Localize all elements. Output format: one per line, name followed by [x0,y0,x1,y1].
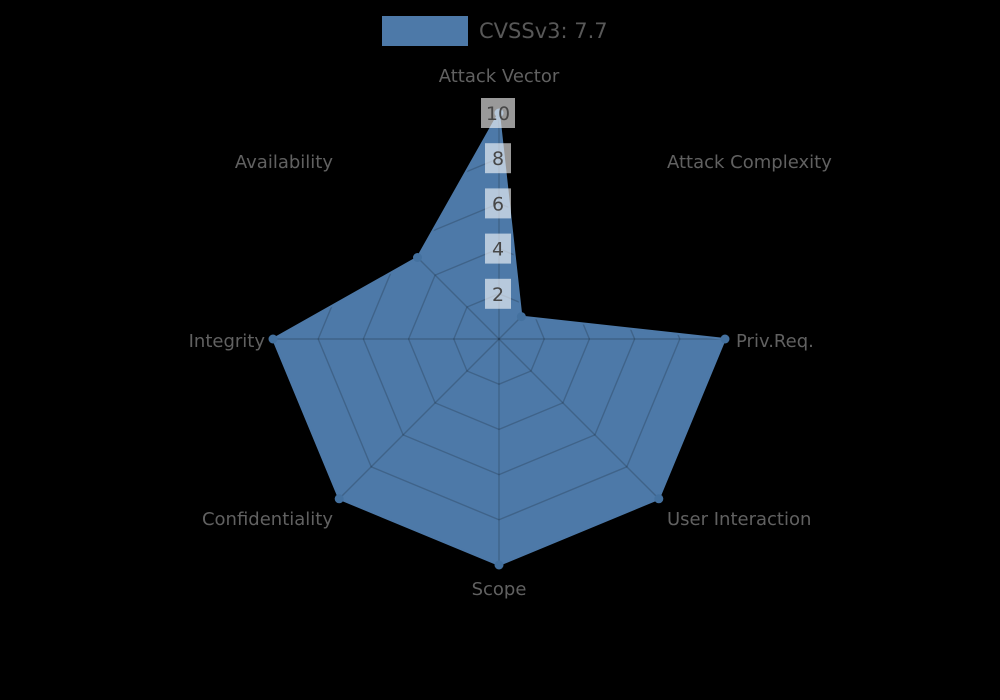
tick-label: 6 [492,193,504,215]
axis-labels: Attack Vector Attack Complexity Priv.Req… [189,66,833,600]
vertex-dot [268,334,278,344]
axis-label-confidentiality: Confidentiality [202,509,333,530]
tick-label: 2 [492,284,504,306]
vertex-dot [494,560,504,570]
vertex-dot [516,312,526,322]
vertex-dot [412,252,422,262]
axis-spoke [338,338,500,500]
grid-ring [317,157,681,521]
axis-spoke [498,178,660,340]
tick-label: 10 [486,103,510,125]
legend-swatch [382,16,468,46]
tick-label-box [481,98,515,128]
tick-label-box [485,143,511,174]
axis-label-user-interaction: User Interaction [667,509,811,530]
tick-label-box [485,278,511,309]
legend: CVSSv3: 7.7 [382,16,608,46]
tick-label: 8 [492,148,504,170]
vertex-dot [654,494,664,504]
vertex-dot [720,334,730,344]
axis-label-integrity: Integrity [189,331,266,352]
axis-spoke [498,338,660,500]
data-polygon-fill [273,113,725,565]
axis-label-scope: Scope [472,579,527,600]
grid-ring [407,247,591,431]
axis-label-attack-complexity: Attack Complexity [667,152,832,173]
vertex-dot [334,494,344,504]
tick-label-box [485,188,511,219]
chart-layers: 2 4 6 8 10 [268,98,730,570]
axis-label-attack-vector: Attack Vector [439,66,560,87]
axis-label-priv-req: Priv.Req. [736,331,814,352]
grid-ring [362,202,636,476]
axis-label-availability: Availability [235,152,333,173]
tick-label: 4 [492,239,504,261]
tick-label-box [485,233,511,264]
legend-label: CVSSv3: 7.7 [479,19,608,43]
